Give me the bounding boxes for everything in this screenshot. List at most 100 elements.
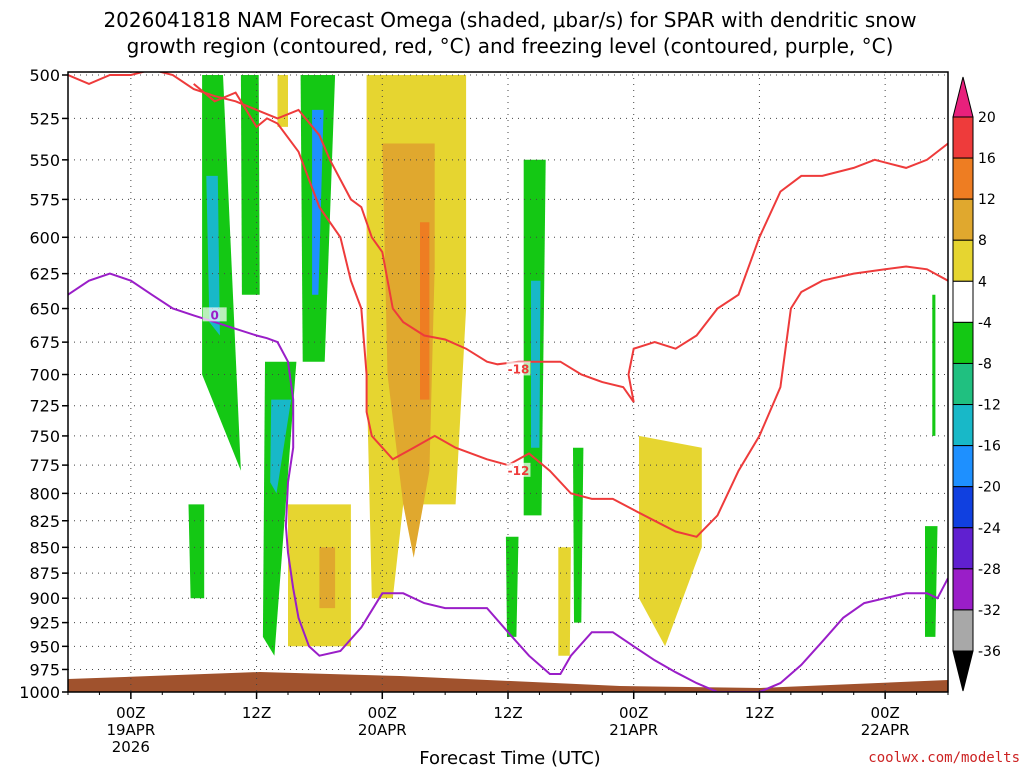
colorbar-label: 8: [978, 233, 987, 249]
y-tick-label: 600: [29, 228, 60, 247]
red-minus12-contour-label: -12: [508, 464, 530, 478]
colorbar-label: -32: [978, 603, 1001, 619]
y-tick-label: 750: [29, 427, 60, 446]
x-tick-label: 12Z: [242, 704, 271, 722]
y-tick-label: 950: [29, 637, 60, 656]
omega-region-green-col-j: [948, 349, 953, 412]
contour-lines: -18 -12 0: [68, 72, 948, 692]
y-tick-label: 625: [29, 265, 60, 284]
y-tick-label: 975: [29, 660, 60, 679]
omega-region-green-col-f: [573, 447, 584, 623]
colorbar-top-triangle: [952, 76, 974, 118]
x-tick-label: 12Z: [493, 704, 522, 722]
x-tick-label: 00Z: [619, 704, 648, 722]
colorbar-label: 20: [978, 110, 996, 126]
x-axis-title: Forecast Time (UTC): [419, 748, 600, 768]
colorbar-label: -24: [978, 521, 1001, 537]
y-tick-label: 650: [29, 300, 60, 319]
colorbar-bottom-triangle: [952, 650, 974, 692]
purple-zero-contour-label: 0: [210, 308, 218, 322]
omega-region-darkorange-core-a: [420, 222, 430, 400]
colorbar: 20 16 12 8 4 -4 -8 -12 -16 -20 -24 -28 -32 -36: [952, 76, 1001, 692]
colorbar-label: -4: [978, 315, 992, 331]
purple-zero-contour: [68, 272, 948, 692]
x-tick-label: 12Z: [745, 704, 774, 722]
colorbar-box: [952, 609, 974, 652]
red-minus18-contour-label-bg: [506, 361, 531, 376]
colorbar-label: -20: [978, 480, 1001, 496]
y-tick-label: 575: [29, 190, 60, 209]
colorbar-box: [952, 568, 974, 611]
colorbar-box: [952, 445, 974, 488]
omega-region-yellow-col-f: [450, 75, 461, 127]
y-tick-label: 1000: [19, 683, 60, 702]
colorbar-label: 4: [978, 274, 987, 290]
y-tick-label: 925: [29, 614, 60, 633]
omega-region-orange-col-b: [319, 547, 336, 609]
chart-title-line2: growth region (contoured, red, °C) and f…: [127, 34, 894, 58]
omega-region-yellow-col-c: [639, 435, 702, 647]
colorbar-box: [952, 198, 974, 241]
colorbar-box: [952, 239, 974, 282]
omega-region-cyan-col-a: [206, 175, 220, 336]
omega-region-cyan-col-c: [270, 399, 292, 494]
red-minus18-contour: [68, 72, 948, 403]
x-tick-label: 00Z: [368, 704, 397, 722]
x-tick-label: 21APR: [609, 721, 658, 739]
colorbar-label: -36: [978, 644, 1001, 660]
colorbar-label: 12: [978, 192, 996, 208]
omega-region-green-col-g: [505, 536, 519, 637]
y-tick-label: 825: [29, 512, 60, 531]
colorbar-label: -8: [978, 356, 992, 372]
y-tick-label: 800: [29, 484, 60, 503]
omega-region-green-col-k: [925, 526, 938, 637]
omega-region-green-col-b: [240, 75, 260, 295]
x-tick-label: 22APR: [861, 721, 910, 739]
colorbar-box: [952, 280, 974, 323]
y-tick-label: 500: [29, 66, 60, 85]
y-tick-label: 725: [29, 397, 60, 416]
colorbar-box: [952, 486, 974, 529]
chart-title-line1: 2026041818 NAM Forecast Omega (shaded, μ…: [103, 8, 916, 32]
y-tick-label: 675: [29, 333, 60, 352]
red-minus12-contour: [193, 83, 948, 538]
omega-region-yellow-col-d: [558, 547, 571, 656]
colorbar-label: 16: [978, 151, 996, 167]
ground-fill: [68, 672, 948, 692]
red-minus12-contour-label-bg: [506, 462, 531, 477]
omega-region-green-col-i: [932, 294, 936, 436]
colorbar-label: -28: [978, 562, 1001, 578]
x-tick-label: 00Z: [870, 704, 899, 722]
y-tick-label: 900: [29, 589, 60, 608]
purple-zero-contour-label-bg: [202, 307, 227, 322]
credit-text: coolwx.com/modelts: [868, 750, 1020, 766]
y-tick-label: 875: [29, 564, 60, 583]
colorbar-box: [952, 321, 974, 364]
y-tick-label: 850: [29, 538, 60, 557]
y-axis: 500 525 550 575 600 625 650 675 700 725 750 775 800 8…: [19, 66, 68, 702]
colorbar-box: [952, 157, 974, 200]
colorbar-box: [952, 404, 974, 447]
x-tick-label: 00Z: [116, 704, 145, 722]
omega-region-yellow-col-e: [277, 75, 288, 127]
omega-region-green-col-a: [202, 75, 241, 471]
x-tick-label: 19APR: [106, 721, 155, 739]
colorbar-box: [952, 362, 974, 406]
x-tick-label: 20APR: [358, 721, 407, 739]
colorbar-box: [952, 116, 974, 159]
x-tick-label: 2026: [112, 738, 150, 756]
omega-shading: [188, 75, 953, 656]
y-tick-label: 775: [29, 456, 60, 475]
y-tick-label: 550: [29, 151, 60, 170]
colorbar-label: -16: [978, 439, 1001, 455]
y-tick-label: 700: [29, 366, 60, 385]
omega-region-cyan-col-e: [531, 280, 541, 448]
ground-terrain: [68, 672, 948, 692]
colorbar-label: -12: [978, 398, 1001, 414]
gridlines: [68, 72, 948, 692]
colorbar-box: [952, 527, 974, 570]
red-minus18-contour-label: -18: [508, 362, 530, 376]
y-tick-label: 525: [29, 109, 60, 128]
